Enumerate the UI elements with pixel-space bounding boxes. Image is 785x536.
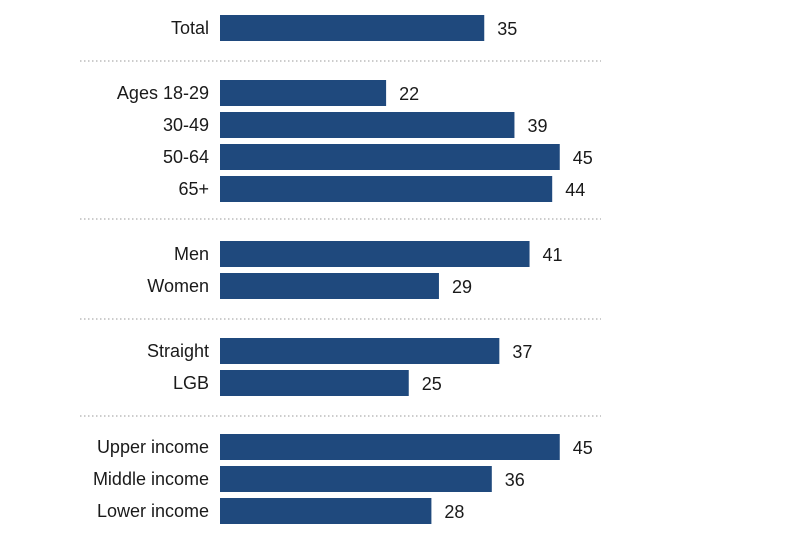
value-label-upper-income: 45 — [573, 438, 593, 458]
bar-middle-income — [220, 466, 492, 492]
value-label-middle-income: 36 — [505, 470, 525, 490]
category-label-lower-income: Lower income — [97, 501, 209, 521]
value-label-lower-income: 28 — [444, 502, 464, 522]
bar-men — [220, 241, 530, 267]
value-label-lgb: 25 — [422, 374, 442, 394]
value-label-total: 35 — [497, 19, 517, 39]
bar-total — [220, 15, 485, 41]
category-label-ages-18-29: Ages 18-29 — [117, 83, 209, 103]
bar-upper-income — [220, 434, 560, 460]
category-label-50-64: 50-64 — [163, 147, 209, 167]
category-label-lgb: LGB — [173, 373, 209, 393]
bar-straight — [220, 338, 500, 364]
bar-women — [220, 273, 439, 299]
category-label-65: 65+ — [178, 179, 209, 199]
category-label-upper-income: Upper income — [97, 437, 209, 457]
bar-50-64 — [220, 144, 560, 170]
value-label-50-64: 45 — [573, 148, 593, 168]
category-label-total: Total — [171, 18, 209, 38]
bar-65 — [220, 176, 553, 202]
category-label-men: Men — [174, 244, 209, 264]
category-label-middle-income: Middle income — [93, 469, 209, 489]
value-label-ages-18-29: 22 — [399, 84, 419, 104]
value-label-30-49: 39 — [527, 116, 547, 136]
value-label-straight: 37 — [512, 342, 532, 362]
category-label-30-49: 30-49 — [163, 115, 209, 135]
category-label-women: Women — [147, 276, 209, 296]
value-label-65: 44 — [565, 180, 585, 200]
bar-lower-income — [220, 498, 432, 524]
category-label-straight: Straight — [147, 341, 209, 361]
bar-ages-18-29 — [220, 80, 387, 106]
bar-lgb — [220, 370, 409, 396]
bar-30-49 — [220, 112, 515, 138]
value-label-men: 41 — [543, 245, 563, 265]
value-label-women: 29 — [452, 277, 472, 297]
